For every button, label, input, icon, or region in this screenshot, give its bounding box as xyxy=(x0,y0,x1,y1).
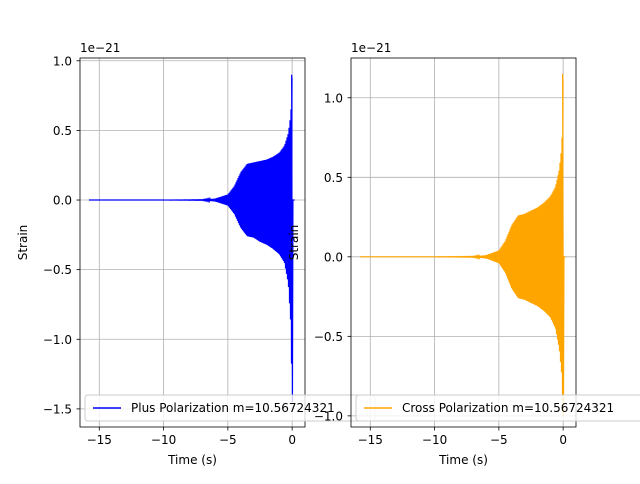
chart-panel-2: −15 −10 −5 0 −1.0 −0.5 0.0 0.5 1.0 1e−21 Time (s) S… xyxy=(287,41,640,467)
x-tick-label: −15 xyxy=(358,433,383,447)
legend: Cross Polarization m=10.56724321 xyxy=(355,394,640,422)
legend: Plus Polarization m=10.56724321 xyxy=(84,394,376,422)
x-tick-label: −10 xyxy=(422,433,447,447)
series-line-1 xyxy=(360,73,566,416)
x-tick-label: 0 xyxy=(288,433,296,447)
y-tick-label: −0.5 xyxy=(314,330,343,344)
y-tick-label: −1.5 xyxy=(43,402,72,416)
y-tick-label: 0.5 xyxy=(53,124,72,138)
y-axis-label: Strain xyxy=(287,225,301,261)
legend-label: Cross Polarization m=10.56724321 xyxy=(402,401,614,415)
axes-frame xyxy=(350,57,577,428)
y-tick-label: 0.0 xyxy=(324,250,343,264)
legend-box xyxy=(355,394,640,422)
x-axis-label: Time (s) xyxy=(438,453,488,467)
y-offset-label: 1e−21 xyxy=(351,41,391,55)
x-tick-label: −5 xyxy=(490,433,508,447)
axes-frame xyxy=(79,57,306,428)
y-offset-label: 1e−21 xyxy=(80,41,120,55)
y-axis-label: Strain xyxy=(16,225,30,261)
y-tick-label: −0.5 xyxy=(43,263,72,277)
x-tick-label: −5 xyxy=(219,433,237,447)
legend-label: Plus Polarization m=10.56724321 xyxy=(131,401,335,415)
x-tick-label: −10 xyxy=(151,433,176,447)
y-tick-label: 0.5 xyxy=(324,171,343,185)
x-axis-label: Time (s) xyxy=(167,453,217,467)
y-tick-label: −1.0 xyxy=(43,333,72,347)
x-tick-label: 0 xyxy=(559,433,567,447)
series-line-1 xyxy=(89,74,295,402)
chart-panel-1: −15 −10 −5 0 −1.5 −1.0 −0.5 0.0 0.5 1.0 1e−21 Time … xyxy=(16,41,376,467)
y-tick-label: 1.0 xyxy=(324,91,343,105)
y-tick-label: −1.0 xyxy=(314,409,343,423)
y-tick-label: 1.0 xyxy=(53,54,72,68)
y-tick-label: 0.0 xyxy=(53,194,72,208)
x-tick-label: −15 xyxy=(87,433,112,447)
